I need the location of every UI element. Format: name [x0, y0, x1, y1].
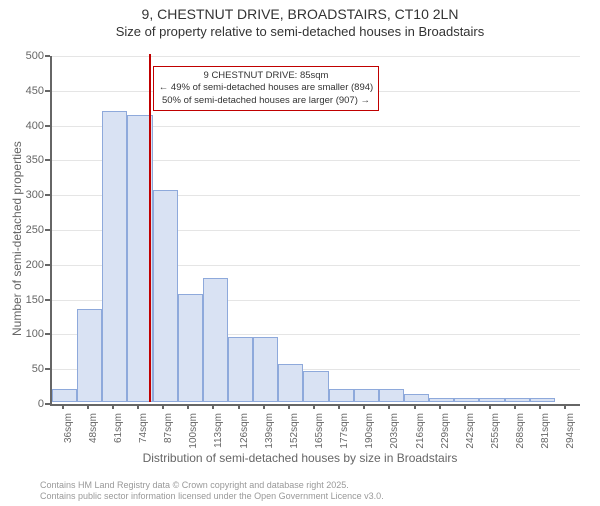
histogram-bar — [479, 398, 504, 402]
histogram-bar — [404, 394, 429, 402]
y-axis-label: Number of semi-detached properties — [10, 141, 24, 336]
y-tick-label: 450 — [14, 85, 44, 97]
histogram-bar — [102, 111, 127, 402]
x-tick-mark — [62, 404, 64, 409]
chart-title-sub: Size of property relative to semi-detach… — [0, 24, 600, 39]
histogram-bar — [303, 371, 328, 402]
histogram-bar — [354, 389, 379, 402]
histogram-bar — [77, 309, 102, 402]
y-tick-label: 100 — [14, 328, 44, 340]
y-tick-mark — [45, 264, 50, 266]
x-tick-mark — [238, 404, 240, 409]
histogram-bar — [153, 190, 178, 402]
x-tick-mark — [162, 404, 164, 409]
x-tick-mark — [539, 404, 541, 409]
x-axis-label: Distribution of semi-detached houses by … — [0, 451, 600, 465]
histogram-bar — [329, 389, 354, 402]
callout-line-2: ← 49% of semi-detached houses are smalle… — [159, 82, 373, 94]
histogram-bar — [278, 364, 303, 402]
histogram-bar — [454, 398, 479, 402]
histogram-bar — [228, 337, 253, 402]
callout-line-3: 50% of semi-detached houses are larger (… — [159, 95, 373, 107]
y-tick-mark — [45, 403, 50, 405]
y-tick-mark — [45, 194, 50, 196]
x-tick-mark — [212, 404, 214, 409]
histogram-bar — [253, 337, 278, 402]
highlight-callout: 9 CHESTNUT DRIVE: 85sqm ← 49% of semi-de… — [153, 66, 379, 111]
grid-line — [52, 56, 580, 57]
footer-attribution: Contains HM Land Registry data © Crown c… — [40, 480, 384, 503]
x-tick-mark — [388, 404, 390, 409]
y-tick-mark — [45, 125, 50, 127]
y-tick-mark — [45, 229, 50, 231]
x-tick-mark — [313, 404, 315, 409]
x-tick-mark — [87, 404, 89, 409]
y-tick-mark — [45, 55, 50, 57]
highlight-marker-line — [149, 54, 151, 402]
footer-line-1: Contains HM Land Registry data © Crown c… — [40, 480, 384, 491]
x-tick-mark — [288, 404, 290, 409]
y-tick-mark — [45, 90, 50, 92]
histogram-bar — [530, 398, 555, 402]
histogram-bar — [505, 398, 530, 402]
x-tick-mark — [263, 404, 265, 409]
x-tick-mark — [514, 404, 516, 409]
x-tick-mark — [464, 404, 466, 409]
y-tick-label: 50 — [14, 363, 44, 375]
histogram-bar — [178, 294, 203, 402]
callout-line-1: 9 CHESTNUT DRIVE: 85sqm — [159, 70, 373, 82]
y-tick-mark — [45, 299, 50, 301]
chart-container: 9, CHESTNUT DRIVE, BROADSTAIRS, CT10 2LN… — [0, 6, 600, 506]
y-tick-label: 150 — [14, 294, 44, 306]
x-tick-mark — [489, 404, 491, 409]
plot-box: 9 CHESTNUT DRIVE: 85sqm ← 49% of semi-de… — [50, 56, 580, 406]
y-tick-label: 300 — [14, 189, 44, 201]
x-tick-mark — [137, 404, 139, 409]
histogram-bar — [52, 389, 77, 402]
histogram-bar — [379, 389, 404, 402]
y-tick-label: 200 — [14, 259, 44, 271]
histogram-bar — [429, 398, 454, 402]
footer-line-2: Contains public sector information licen… — [40, 491, 384, 502]
y-tick-label: 500 — [14, 50, 44, 62]
chart-title-main: 9, CHESTNUT DRIVE, BROADSTAIRS, CT10 2LN — [0, 6, 600, 22]
y-tick-label: 400 — [14, 120, 44, 132]
y-tick-label: 250 — [14, 224, 44, 236]
x-tick-mark — [439, 404, 441, 409]
x-tick-mark — [564, 404, 566, 409]
y-tick-label: 350 — [14, 154, 44, 166]
y-tick-mark — [45, 368, 50, 370]
y-tick-mark — [45, 333, 50, 335]
chart-plot-area: 9 CHESTNUT DRIVE: 85sqm ← 49% of semi-de… — [50, 56, 580, 406]
y-tick-label: 0 — [14, 398, 44, 410]
x-tick-mark — [112, 404, 114, 409]
x-tick-mark — [363, 404, 365, 409]
x-tick-mark — [338, 404, 340, 409]
x-tick-mark — [414, 404, 416, 409]
histogram-bar — [203, 278, 228, 402]
x-tick-mark — [187, 404, 189, 409]
y-tick-mark — [45, 159, 50, 161]
